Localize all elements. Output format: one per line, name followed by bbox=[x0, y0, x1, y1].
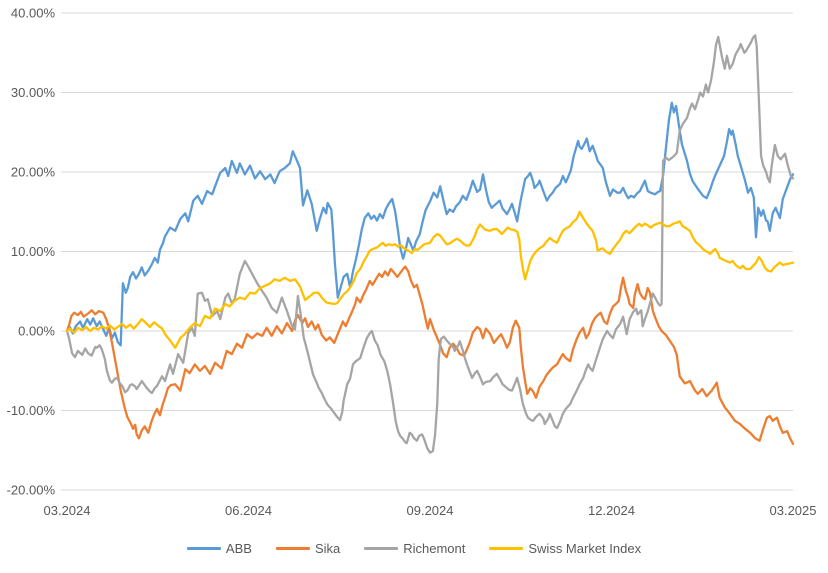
x-axis-tick-label: 09.2024 bbox=[407, 503, 454, 518]
legend-item-sika: Sika bbox=[275, 541, 341, 556]
series-line-richemont bbox=[65, 34, 795, 454]
legend-label: Swiss Market Index bbox=[528, 541, 642, 556]
x-axis-tick-label: 06.2024 bbox=[225, 503, 272, 518]
y-axis-tick-label: 40.00% bbox=[11, 6, 56, 21]
x-axis-tick-label: 03.2024 bbox=[44, 503, 91, 518]
legend-item-swiss-market-index: Swiss Market Index bbox=[489, 541, 641, 556]
legend-line-swatch bbox=[364, 547, 399, 550]
series-line-swiss-market-index bbox=[65, 210, 795, 349]
legend-label: Richemont bbox=[403, 541, 466, 556]
y-axis-tick-label: 10.00% bbox=[11, 244, 56, 259]
x-axis-tick-label: 12.2024 bbox=[588, 503, 635, 518]
y-axis-tick-label: -20.00% bbox=[7, 483, 56, 498]
performance-line-chart: 40.00% 30.00% 20.00% 10.00% 0.00% -10.00% -20.… bbox=[7, 6, 817, 519]
series-line-abb bbox=[65, 101, 795, 347]
y-axis-tick-label: 30.00% bbox=[11, 85, 56, 100]
series-line-sika bbox=[65, 265, 795, 446]
chart-legend: ABB Sika Richemont Swiss Market Index bbox=[0, 541, 828, 556]
y-axis-tick-label: -10.00% bbox=[7, 403, 56, 418]
legend-line-swatch bbox=[489, 547, 524, 550]
legend-item-richemont: Richemont bbox=[364, 541, 465, 556]
legend-line-swatch bbox=[275, 547, 310, 550]
legend-label: Sika bbox=[314, 541, 341, 556]
legend-line-swatch bbox=[186, 547, 221, 550]
legend-label: ABB bbox=[225, 541, 252, 556]
y-axis-tick-label: 20.00% bbox=[11, 165, 56, 180]
legend-item-abb: ABB bbox=[186, 541, 252, 556]
x-axis-tick-label: 03.2025 bbox=[770, 503, 817, 518]
y-axis-tick-label: 0.00% bbox=[18, 324, 55, 339]
